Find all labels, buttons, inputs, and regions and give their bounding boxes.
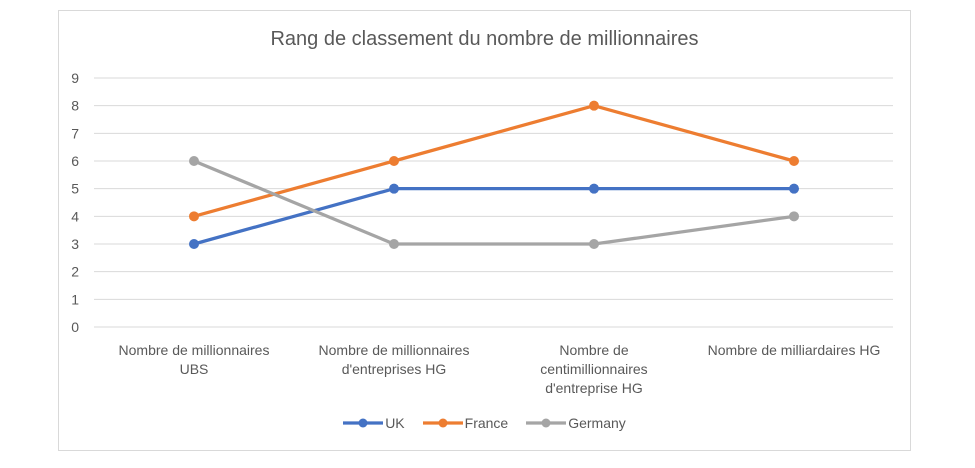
y-tick-label: 0 — [71, 319, 79, 335]
y-tick-label: 8 — [71, 98, 79, 114]
data-point-france — [789, 156, 799, 166]
data-point-france — [589, 100, 599, 111]
y-tick-label: 6 — [71, 153, 79, 169]
y-tick-label: 7 — [71, 125, 79, 141]
chart-container[interactable]: Rang de classement du nombre de millionn… — [58, 10, 911, 451]
x-axis-label: Nombre de millionnaires UBS — [118, 342, 270, 377]
legend-label: UK — [385, 415, 405, 431]
series-line-germany — [192, 159, 796, 246]
y-tick-label: 3 — [71, 236, 79, 252]
y-tick-label: 9 — [71, 70, 79, 86]
data-point-uk — [789, 183, 799, 194]
legend-item-uk: UK — [343, 415, 405, 431]
y-tick-label: 2 — [71, 264, 79, 280]
data-point-germany — [789, 211, 799, 222]
data-point-uk — [589, 183, 599, 194]
series-line-france — [192, 104, 796, 218]
x-axis-label: Nombre de millionnaires d'entreprises HG — [318, 342, 470, 377]
x-axis-labels: Nombre de millionnaires UBS Nombre de mil… — [59, 341, 910, 405]
data-point-france — [389, 156, 399, 166]
legend-marker-icon — [422, 418, 463, 428]
data-point-uk — [189, 239, 199, 249]
legend-label: Germany — [568, 415, 626, 431]
data-point-france — [189, 211, 199, 222]
legend-item-germany: Germany — [526, 415, 626, 431]
data-point-uk — [389, 183, 399, 194]
legend-marker-icon — [526, 418, 567, 428]
y-tick-label: 1 — [71, 291, 79, 307]
x-axis-label: Nombre de milliardaires HG — [707, 342, 881, 358]
x-axis-label: Nombre de centimillionnaires d'entrepris… — [540, 342, 648, 396]
legend-label: France — [464, 415, 509, 431]
y-tick-label: 4 — [71, 208, 79, 224]
legend-item-france: France — [422, 415, 509, 431]
y-tick-label: 5 — [71, 181, 79, 197]
legend-marker-icon — [343, 418, 384, 428]
chart-legend: UK France Germany — [59, 415, 910, 431]
series-line-uk — [192, 187, 796, 246]
data-point-germany — [589, 239, 599, 249]
data-point-germany — [189, 156, 199, 166]
data-point-germany — [389, 239, 399, 249]
chart-title: Rang de classement du nombre de millionn… — [270, 28, 699, 50]
line-chart-svg: 0 1 2 3 4 5 6 7 8 9 — [71, 70, 893, 335]
